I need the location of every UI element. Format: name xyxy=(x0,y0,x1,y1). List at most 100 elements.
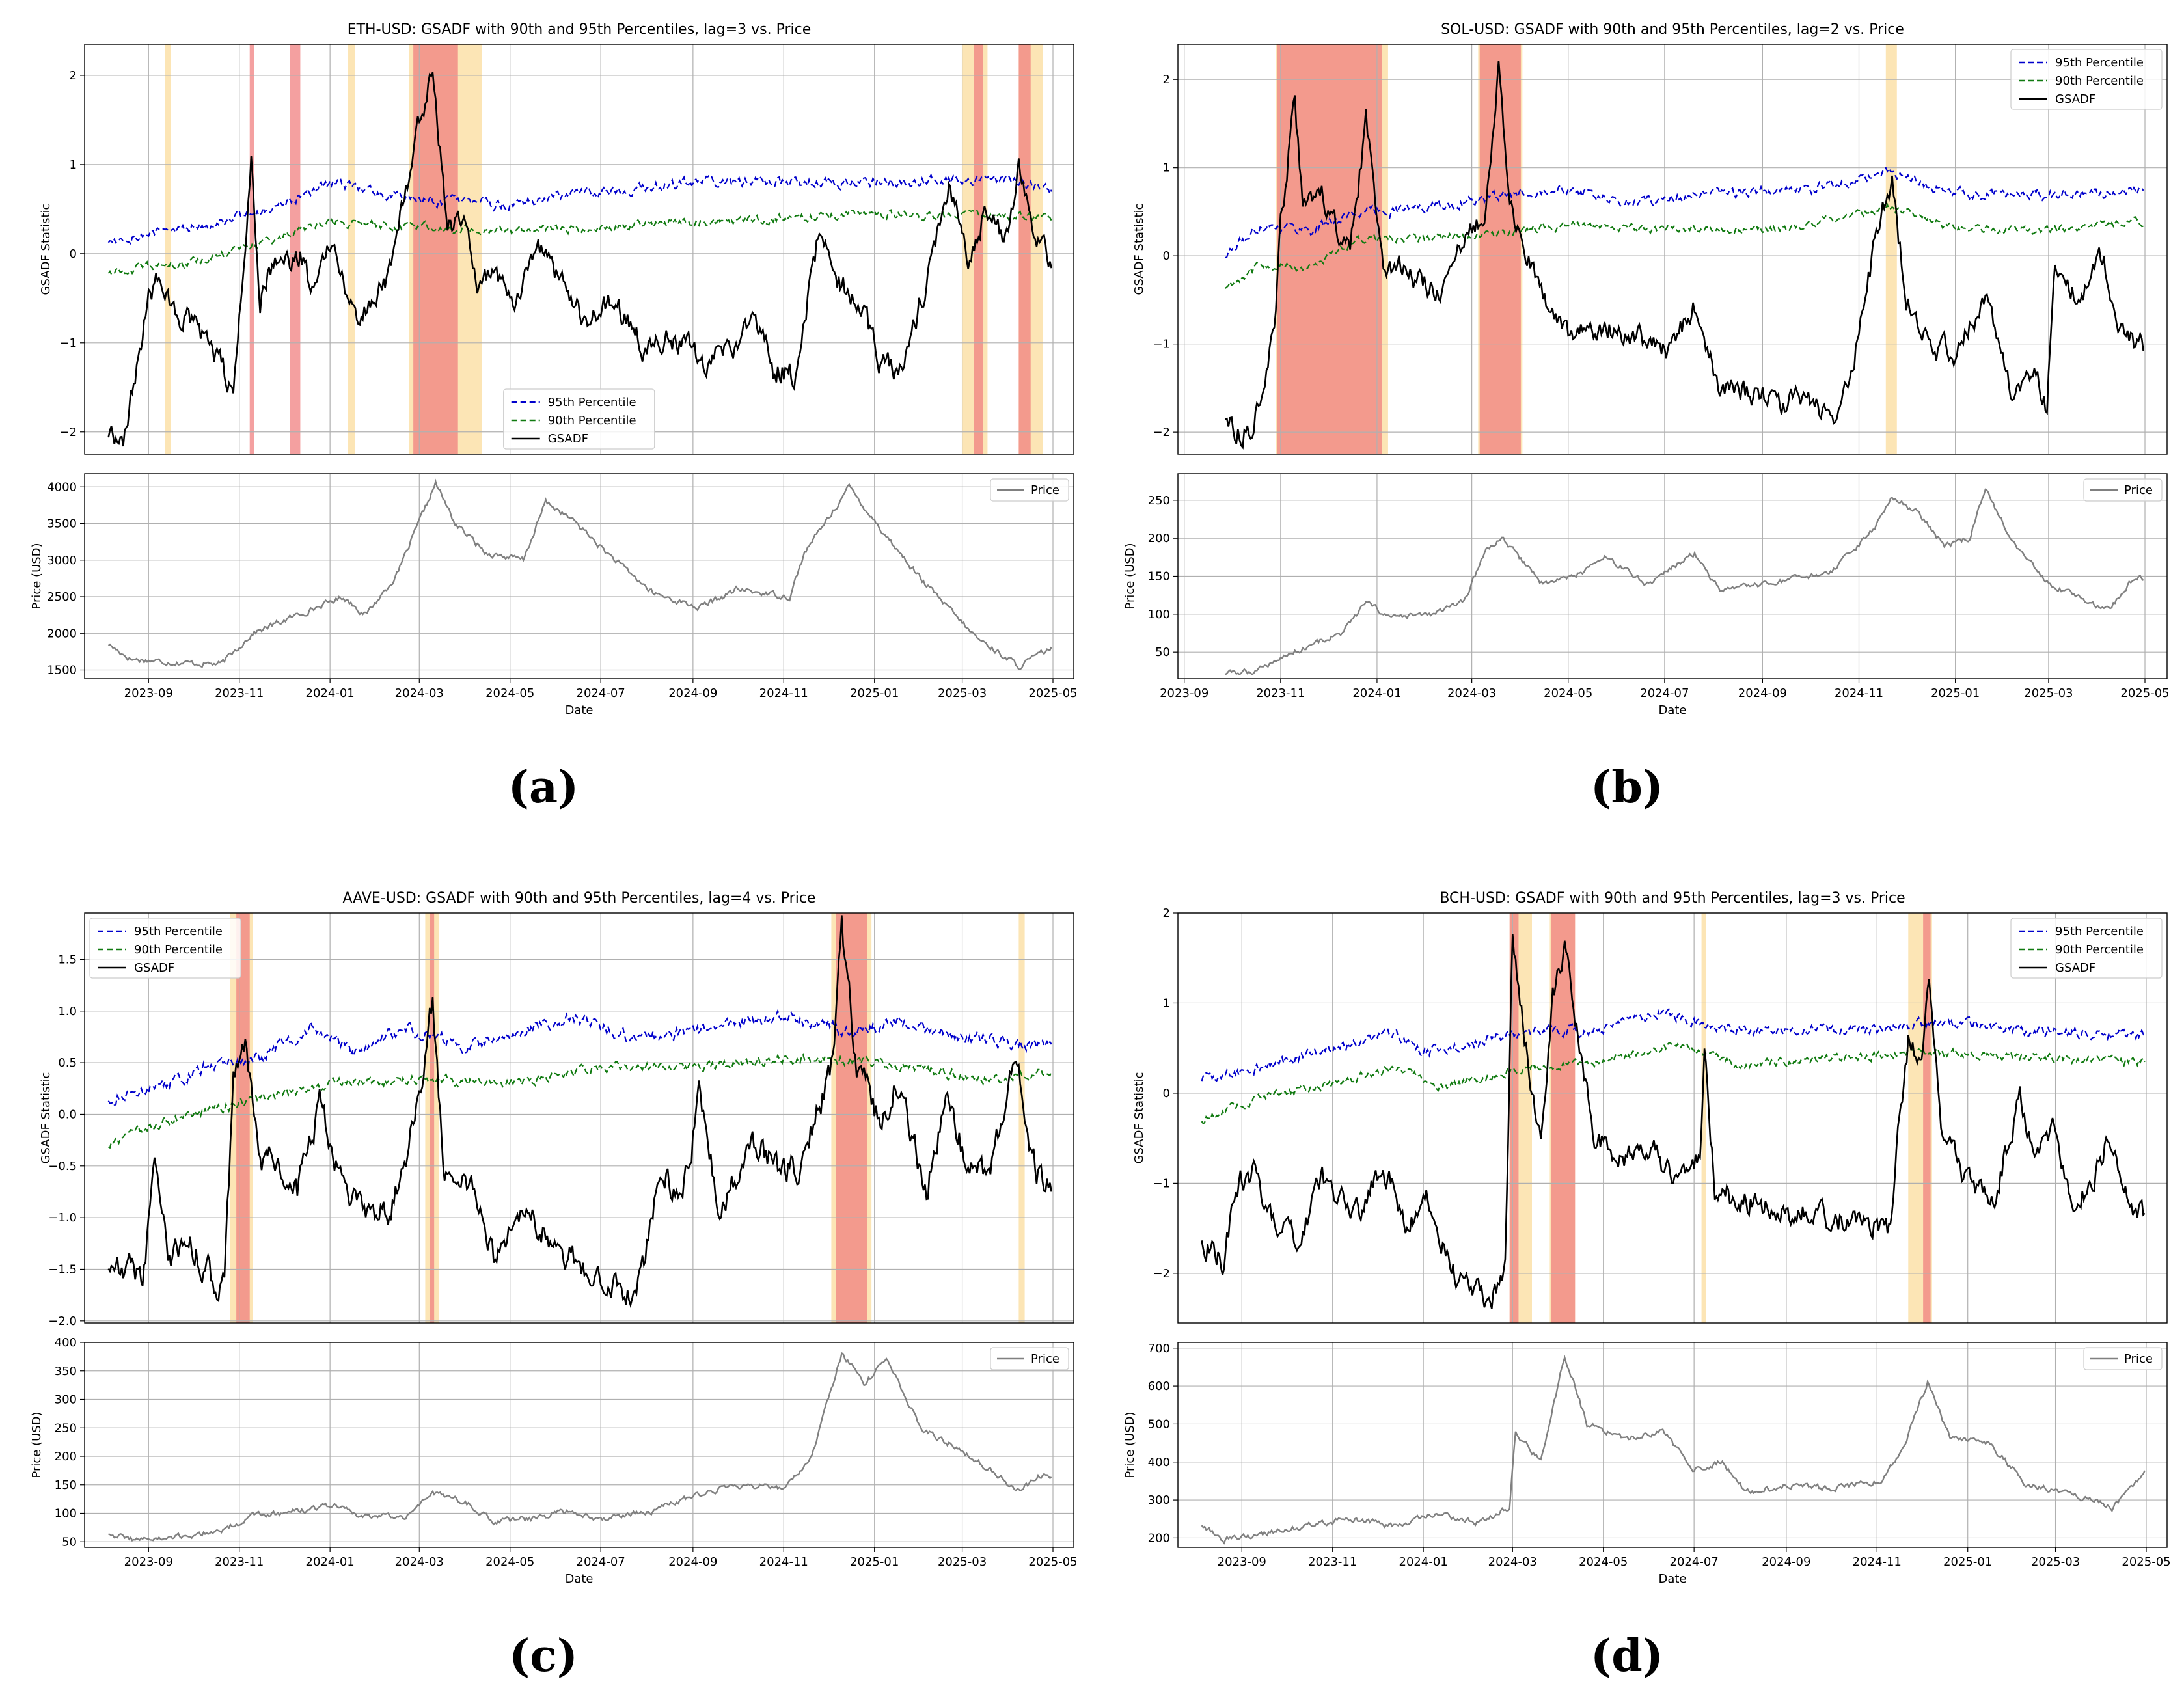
legend-label-p95: 95th Percentile xyxy=(2055,925,2144,938)
x-tick-label: 2024-11 xyxy=(759,687,808,700)
chart-panel-c: AAVE-USD: GSADF with 90th and 95th Perce… xyxy=(30,890,1078,1586)
bubble-band-95 xyxy=(1923,913,1931,1323)
gsadf-axes-frame xyxy=(1177,912,2168,1324)
price-y-tick-label: 500 xyxy=(1148,1417,1170,1431)
chart-title: BCH-USD: GSADF with 90th and 95th Percen… xyxy=(1440,890,1905,906)
chart-title: ETH-USD: GSADF with 90th and 95th Percen… xyxy=(348,21,812,38)
bubble-band-95 xyxy=(1479,44,1521,454)
legend-box xyxy=(2010,918,2163,979)
price-y-tick-label: 1500 xyxy=(47,664,77,677)
price-y-axis-label: Price (USD) xyxy=(1123,1411,1137,1478)
price-y-tick-label: 400 xyxy=(1148,1456,1170,1469)
x-tick-label: 2024-03 xyxy=(1488,1555,1537,1569)
price-y-tick-label: 3000 xyxy=(47,554,77,567)
series-95th-percentile xyxy=(107,173,1052,245)
sublabel-c: (c) xyxy=(509,1630,578,1682)
bubble-band-95 xyxy=(290,44,301,454)
x-tick-label: 2024-09 xyxy=(1762,1555,1810,1569)
price-y-tick-label: 3500 xyxy=(47,517,77,531)
price-y-tick-label: 2500 xyxy=(47,590,77,604)
legend-label-price: Price xyxy=(1031,1352,1059,1366)
x-tick-label: 2024-01 xyxy=(1399,1555,1448,1569)
sublabel-d: (d) xyxy=(1590,1630,1663,1682)
x-tick-label: 2025-03 xyxy=(938,687,987,700)
panel-a: ETH-USD: GSADF with 90th and 95th Percen… xyxy=(0,0,1087,735)
x-tick-label: 2023-11 xyxy=(215,687,264,700)
legend-label-p95: 95th Percentile xyxy=(2055,56,2144,70)
x-tick-label: 2025-05 xyxy=(2120,687,2169,700)
bubble-band-95 xyxy=(430,913,435,1323)
x-tick-label: 2024-07 xyxy=(1640,687,1689,700)
x-tick-label: 2023-09 xyxy=(1218,1555,1266,1569)
gsadf-y-tick-label: 1.5 xyxy=(58,953,77,966)
x-axis-label: Date xyxy=(565,1572,593,1586)
x-tick-label: 2025-01 xyxy=(850,1555,899,1569)
x-axis-label: Date xyxy=(565,703,593,717)
gsadf-legend: 95th Percentile 90th Percentile GSADF xyxy=(2010,918,2163,979)
x-tick-label: 2024-07 xyxy=(577,687,625,700)
x-tick-label: 2025-05 xyxy=(1028,687,1077,700)
price-y-tick-label: 4000 xyxy=(47,480,77,494)
x-tick-label: 2025-03 xyxy=(2024,687,2073,700)
price-y-tick-label: 100 xyxy=(1148,608,1170,621)
gsadf-y-axis-label: GSADF Statistic xyxy=(1132,204,1146,295)
x-axis-label: Date xyxy=(1658,1572,1686,1586)
gsadf-y-axis-label: GSADF Statistic xyxy=(1132,1072,1146,1164)
series-90th-percentile xyxy=(1225,202,2144,289)
legend-box xyxy=(990,1347,1069,1370)
chart-panel-a: ETH-USD: GSADF with 90th and 95th Percen… xyxy=(30,21,1078,717)
x-tick-label: 2025-01 xyxy=(1931,687,1980,700)
x-tick-label: 2024-05 xyxy=(485,687,534,700)
series-price xyxy=(1201,1354,2146,1545)
legend-label-p90: 90th Percentile xyxy=(2055,943,2144,957)
sublabel-a: (a) xyxy=(508,761,579,813)
price-y-tick-label: 600 xyxy=(1148,1380,1170,1393)
panel-c: AAVE-USD: GSADF with 90th and 95th Perce… xyxy=(0,869,1087,1604)
legend-label-price: Price xyxy=(2124,1352,2153,1366)
legend-label-gsadf: GSADF xyxy=(2055,92,2095,106)
series-90th-percentile xyxy=(1201,1041,2146,1125)
series-95th-percentile xyxy=(1225,167,2144,259)
price-y-tick-label: 50 xyxy=(1155,646,1170,659)
bubble-band-90 xyxy=(348,44,355,454)
gsadf-y-tick-label: −1.5 xyxy=(48,1262,77,1276)
bubble-band-95 xyxy=(1509,913,1519,1323)
x-tick-label: 2024-07 xyxy=(577,1555,625,1569)
legend-label-p90: 90th Percentile xyxy=(2055,74,2144,88)
gsadf-y-tick-label: 1 xyxy=(1163,161,1170,175)
gsadf-y-tick-label: 2 xyxy=(70,69,77,83)
price-y-axis-label: Price (USD) xyxy=(30,1411,44,1478)
gsadf-y-tick-label: −2 xyxy=(1153,1267,1170,1281)
price-axes-frame xyxy=(1177,1342,2168,1548)
x-tick-label: 2025-01 xyxy=(850,687,899,700)
gsadf-y-tick-label: −1 xyxy=(59,336,77,350)
chart-title: AAVE-USD: GSADF with 90th and 95th Perce… xyxy=(343,890,816,906)
legend-label-p95: 95th Percentile xyxy=(548,396,636,409)
price-legend: Price xyxy=(990,478,1069,502)
x-tick-label: 2024-01 xyxy=(1352,687,1401,700)
sublabel-b: (b) xyxy=(1590,761,1663,813)
price-plot-area xyxy=(85,1342,1074,1547)
price-legend: Price xyxy=(2083,478,2163,502)
legend-label-gsadf: GSADF xyxy=(2055,961,2095,975)
price-y-axis-label: Price (USD) xyxy=(30,543,44,609)
legend-label-p90: 90th Percentile xyxy=(134,943,223,957)
legend-box xyxy=(503,388,655,450)
price-y-tick-label: 150 xyxy=(55,1478,77,1492)
series-90th-percentile xyxy=(108,1053,1052,1149)
x-tick-label: 2023-11 xyxy=(1256,687,1305,700)
chart-panel-b: SOL-USD: GSADF with 90th and 95th Percen… xyxy=(1123,21,2170,717)
price-y-tick-label: 300 xyxy=(1148,1493,1170,1507)
x-tick-label: 2025-01 xyxy=(1943,1555,1992,1569)
x-tick-label: 2024-01 xyxy=(306,687,355,700)
x-tick-label: 2024-11 xyxy=(1835,687,1883,700)
x-tick-label: 2024-05 xyxy=(1579,1555,1628,1569)
price-y-tick-label: 700 xyxy=(1148,1342,1170,1355)
price-y-tick-label: 350 xyxy=(55,1365,77,1378)
series-gsadf xyxy=(1201,934,2146,1309)
price-legend: Price xyxy=(990,1347,1069,1370)
gsadf-y-tick-label: 2 xyxy=(1163,73,1170,87)
price-y-tick-label: 50 xyxy=(62,1535,77,1549)
price-y-tick-label: 250 xyxy=(55,1421,77,1435)
gsadf-y-tick-label: 0 xyxy=(1163,1087,1170,1100)
